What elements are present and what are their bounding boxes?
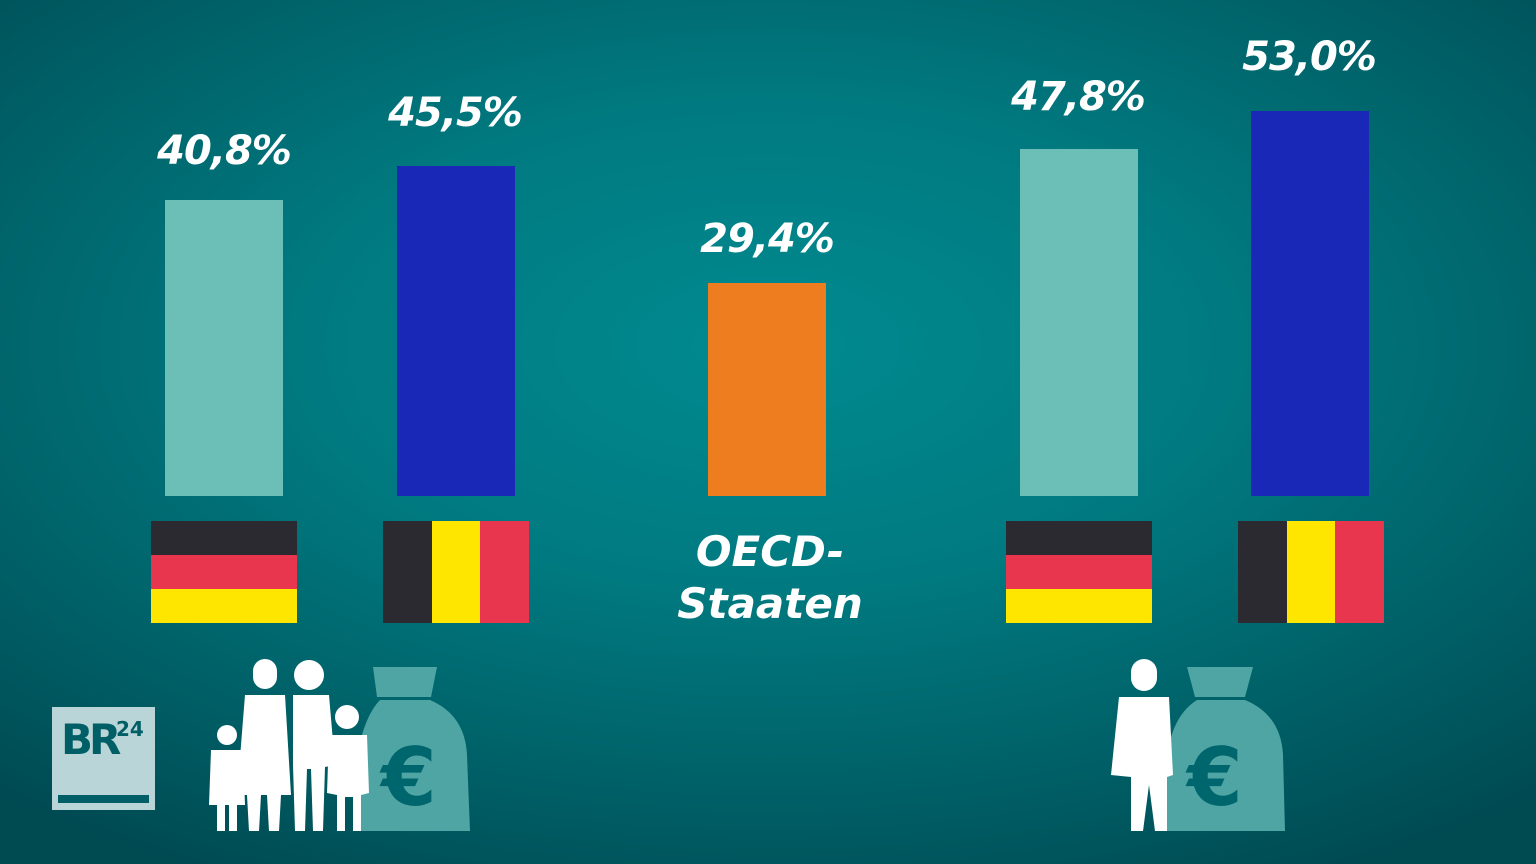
bar-belgium-single [1251, 111, 1369, 496]
belgium-flag-icon [1238, 521, 1385, 623]
bar-belgium-family [397, 166, 515, 496]
bar-germany-single [1020, 149, 1138, 496]
br24-logo: BR 24 [52, 707, 155, 810]
person-money-bag-icon: € [1111, 659, 1285, 831]
oecd-category-label: OECD- Staaten [677, 527, 863, 628]
value-label-germany-family: 40,8% [157, 128, 292, 174]
bar-oecd [708, 283, 826, 496]
value-label-belgium-single: 53,0% [1242, 34, 1377, 80]
value-label-belgium-family: 45,5% [388, 90, 523, 136]
family-money-bag-icon: € [209, 659, 470, 831]
germany-flag-icon [151, 521, 297, 623]
germany-flag-icon [1006, 521, 1152, 623]
value-label-oecd: 29,4% [700, 216, 835, 262]
svg-text:€: € [1185, 731, 1243, 824]
belgium-flag-icon [383, 521, 530, 623]
svg-text:€: € [379, 731, 437, 824]
value-label-germany-single: 47,8% [1011, 74, 1146, 120]
bar-germany-family [165, 200, 283, 496]
